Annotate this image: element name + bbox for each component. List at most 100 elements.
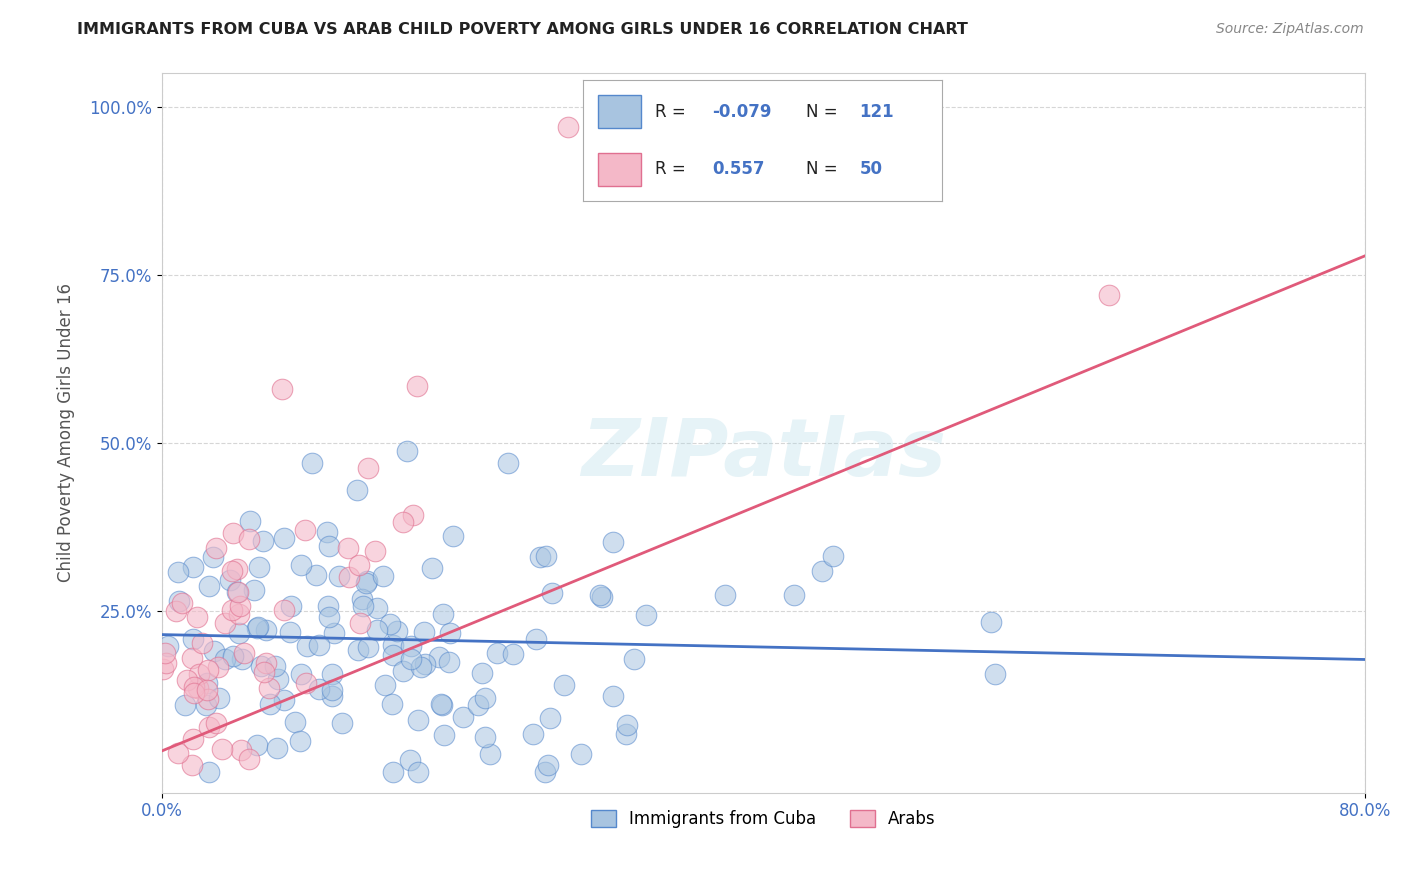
Point [231, 652, 253, 666]
Point [208, 690, 231, 705]
Point [187, 681, 209, 695]
Point [273, 531, 295, 545]
Point [347, 558, 370, 573]
Point [541, 585, 564, 599]
Point [318, 599, 340, 613]
Point [271, 382, 294, 396]
Point [406, 765, 429, 780]
Point [349, 615, 371, 630]
Text: 121: 121 [859, 103, 894, 120]
Point [524, 632, 547, 646]
Point [232, 647, 254, 661]
Point [157, 640, 180, 654]
Point [782, 589, 804, 603]
Point [201, 549, 224, 564]
Point [439, 626, 461, 640]
Point [211, 741, 233, 756]
Point [246, 738, 269, 752]
Point [602, 535, 624, 549]
Point [430, 698, 453, 712]
Point [180, 758, 202, 772]
Point [823, 549, 845, 563]
Text: IMMIGRANTS FROM CUBA VS ARAB CHILD POVERTY AMONG GIRLS UNDER 16 CORRELATION CHAR: IMMIGRANTS FROM CUBA VS ARAB CHILD POVER… [77, 22, 969, 37]
Point [226, 584, 249, 599]
Point [294, 676, 316, 690]
Point [321, 690, 343, 704]
Point [502, 647, 524, 661]
Point [308, 639, 330, 653]
Point [218, 573, 240, 587]
Point [356, 576, 378, 591]
Point [534, 765, 557, 780]
Point [471, 665, 494, 680]
Point [198, 579, 221, 593]
Point [152, 662, 174, 676]
Point [395, 443, 418, 458]
Point [181, 559, 204, 574]
Point [534, 549, 557, 563]
Point [569, 747, 592, 761]
Text: N =: N = [806, 103, 838, 120]
Point [183, 680, 205, 694]
Point [186, 609, 208, 624]
Point [399, 753, 422, 767]
Point [214, 616, 236, 631]
Point [183, 686, 205, 700]
Point [214, 652, 236, 666]
Point [1098, 288, 1121, 302]
Point [246, 621, 269, 635]
Point [537, 758, 560, 772]
Point [373, 678, 395, 692]
Point [301, 456, 323, 470]
Point [172, 596, 194, 610]
Point [336, 541, 359, 555]
Point [188, 666, 211, 681]
Point [557, 120, 579, 134]
Point [280, 599, 302, 613]
Point [357, 640, 380, 654]
Point [153, 646, 176, 660]
Point [191, 636, 214, 650]
Point [278, 624, 301, 639]
Point [616, 717, 638, 731]
Point [247, 620, 270, 634]
Point [352, 599, 374, 614]
Point [437, 655, 460, 669]
Point [984, 667, 1007, 681]
Point [290, 558, 312, 572]
Point [366, 623, 388, 637]
Point [432, 607, 454, 622]
Point [165, 604, 187, 618]
Point [316, 525, 339, 540]
Bar [598, 95, 641, 128]
Point [195, 676, 218, 690]
Text: 0.557: 0.557 [713, 161, 765, 178]
Point [252, 533, 274, 548]
Point [181, 651, 204, 665]
Point [176, 673, 198, 687]
Point [198, 765, 221, 780]
Point [166, 746, 188, 760]
Point [427, 649, 450, 664]
Point [399, 639, 422, 653]
Point [231, 743, 253, 757]
Point [181, 632, 204, 647]
Point [254, 656, 277, 670]
Point [295, 640, 318, 654]
Point [381, 698, 404, 712]
Point [382, 639, 405, 653]
Point [198, 720, 221, 734]
Point [197, 691, 219, 706]
Text: R =: R = [655, 103, 686, 120]
Point [980, 615, 1002, 629]
Point [238, 532, 260, 546]
Point [202, 643, 225, 657]
Text: N =: N = [806, 161, 838, 178]
Point [321, 667, 343, 681]
Point [181, 731, 204, 746]
Point [538, 711, 561, 725]
Text: Source: ZipAtlas.com: Source: ZipAtlas.com [1216, 22, 1364, 37]
Point [195, 683, 218, 698]
Point [305, 567, 328, 582]
Point [467, 698, 489, 712]
